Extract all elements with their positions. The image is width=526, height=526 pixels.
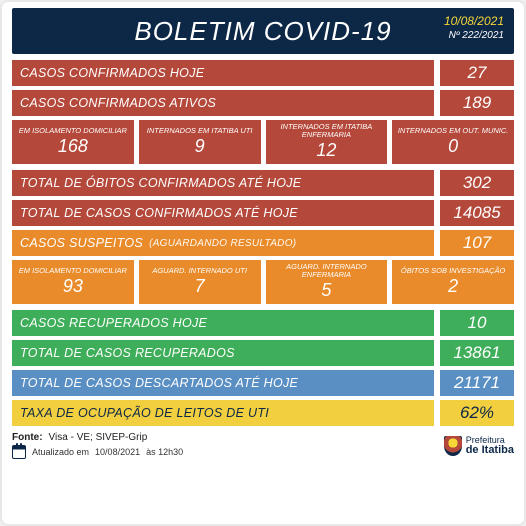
mini-row-orange: EM ISOLAMENTO DOMICILIAR93AGUARD. INTERN…: [12, 260, 514, 304]
stat-label: CASOS CONFIRMADOS HOJE: [12, 60, 434, 86]
mini-value: 7: [195, 276, 205, 297]
updated-prefix: Atualizado em: [32, 447, 89, 457]
stat-label: TOTAL DE CASOS DESCARTADOS ATÉ HOJE: [12, 370, 434, 396]
stat-row: TAXA DE OCUPAÇÃO DE LEITOS DE UTI62%: [12, 400, 514, 426]
mini-stat: EM ISOLAMENTO DOMICILIAR168: [12, 120, 134, 164]
header-bar: BOLETIM COVID-19 10/08/2021 Nº 222/2021: [12, 8, 514, 54]
mini-stat: EM ISOLAMENTO DOMICILIAR93: [12, 260, 134, 304]
stat-value: 10: [440, 310, 514, 336]
logo-area: Prefeitura de Itatiba: [444, 436, 514, 456]
stat-label: CASOS CONFIRMADOS ATIVOS: [12, 90, 434, 116]
stat-label: TOTAL DE ÓBITOS CONFIRMADOS ATÉ HOJE: [12, 170, 434, 196]
mini-value: 93: [63, 276, 83, 297]
header-title: BOLETIM COVID-19: [134, 16, 391, 47]
calendar-icon: [12, 445, 26, 459]
stat-value: 62%: [440, 400, 514, 426]
stat-row: TOTAL DE CASOS CONFIRMADOS ATÉ HOJE14085: [12, 200, 514, 226]
mini-stat: AGUARD. INTERNADO UTI7: [139, 260, 261, 304]
stat-value: 14085: [440, 200, 514, 226]
header-number: Nº 222/2021: [444, 30, 504, 41]
stat-row: TOTAL DE ÓBITOS CONFIRMADOS ATÉ HOJE302: [12, 170, 514, 196]
updated-date: 10/08/2021: [95, 447, 140, 457]
source-prefix: Fonte:: [12, 432, 43, 443]
mini-stat: INTERNADOS EM OUT. MUNIC.0: [392, 120, 514, 164]
updated-time: às 12h30: [146, 447, 183, 457]
mini-value: 5: [321, 280, 331, 301]
mini-label: AGUARD. INTERNADO UTI: [152, 267, 247, 275]
footer: Fonte: Visa - VE; SIVEP-Grip Atualizado …: [12, 432, 514, 459]
stat-value: 302: [440, 170, 514, 196]
header-meta: 10/08/2021 Nº 222/2021: [444, 14, 504, 41]
footer-source: Fonte: Visa - VE; SIVEP-Grip: [12, 432, 183, 443]
stat-value: 189: [440, 90, 514, 116]
mini-value: 168: [58, 136, 88, 157]
stat-row: CASOS RECUPERADOS HOJE10: [12, 310, 514, 336]
stat-row: TOTAL DE CASOS DESCARTADOS ATÉ HOJE21171: [12, 370, 514, 396]
mini-value: 0: [448, 136, 458, 157]
stat-label: CASOS RECUPERADOS HOJE: [12, 310, 434, 336]
stat-row: CASOS CONFIRMADOS HOJE27: [12, 60, 514, 86]
stat-row: CASOS SUSPEITOS (AGUARDANDO RESULTADO)10…: [12, 230, 514, 256]
stat-value: 13861: [440, 340, 514, 366]
mini-label: EM ISOLAMENTO DOMICILIAR: [19, 267, 127, 275]
stat-value: 107: [440, 230, 514, 256]
mini-label: EM ISOLAMENTO DOMICILIAR: [19, 127, 127, 135]
shield-icon: [444, 436, 462, 456]
stat-label: TOTAL DE CASOS RECUPERADOS: [12, 340, 434, 366]
stat-row: CASOS CONFIRMADOS ATIVOS189: [12, 90, 514, 116]
stat-label: TAXA DE OCUPAÇÃO DE LEITOS DE UTI: [12, 400, 434, 426]
mini-stat: INTERNADOS EM ITATIBA UTI9: [139, 120, 261, 164]
mini-stat: INTERNADOS EM ITATIBA ENFERMARIA12: [266, 120, 388, 164]
mini-stat: AGUARD. INTERNADO ENFERMARIA5: [266, 260, 388, 304]
mini-value: 2: [448, 276, 458, 297]
logo-text: Prefeitura de Itatiba: [466, 436, 514, 456]
stat-label: TOTAL DE CASOS CONFIRMADOS ATÉ HOJE: [12, 200, 434, 226]
mini-value: 12: [316, 140, 336, 161]
mini-label: INTERNADOS EM ITATIBA ENFERMARIA: [270, 123, 384, 139]
footer-updated: Atualizado em 10/08/2021 às 12h30: [12, 445, 183, 459]
stat-value: 27: [440, 60, 514, 86]
bulletin-card: BOLETIM COVID-19 10/08/2021 Nº 222/2021 …: [0, 0, 526, 526]
stat-label: CASOS SUSPEITOS (AGUARDANDO RESULTADO): [12, 230, 434, 256]
stat-sublabel: (AGUARDANDO RESULTADO): [149, 238, 296, 249]
stat-value: 21171: [440, 370, 514, 396]
mini-value: 9: [195, 136, 205, 157]
mini-label: AGUARD. INTERNADO ENFERMARIA: [270, 263, 384, 279]
mini-label: INTERNADOS EM ITATIBA UTI: [147, 127, 253, 135]
logo-line2: de Itatiba: [466, 445, 514, 456]
mini-label: ÓBITOS SOB INVESTIGAÇÃO: [401, 267, 505, 275]
mini-label: INTERNADOS EM OUT. MUNIC.: [398, 127, 509, 135]
stat-row: TOTAL DE CASOS RECUPERADOS13861: [12, 340, 514, 366]
header-date: 10/08/2021: [444, 14, 504, 28]
mini-stat: ÓBITOS SOB INVESTIGAÇÃO2: [392, 260, 514, 304]
source-text: Visa - VE; SIVEP-Grip: [49, 432, 148, 443]
mini-row-red: EM ISOLAMENTO DOMICILIAR168INTERNADOS EM…: [12, 120, 514, 164]
